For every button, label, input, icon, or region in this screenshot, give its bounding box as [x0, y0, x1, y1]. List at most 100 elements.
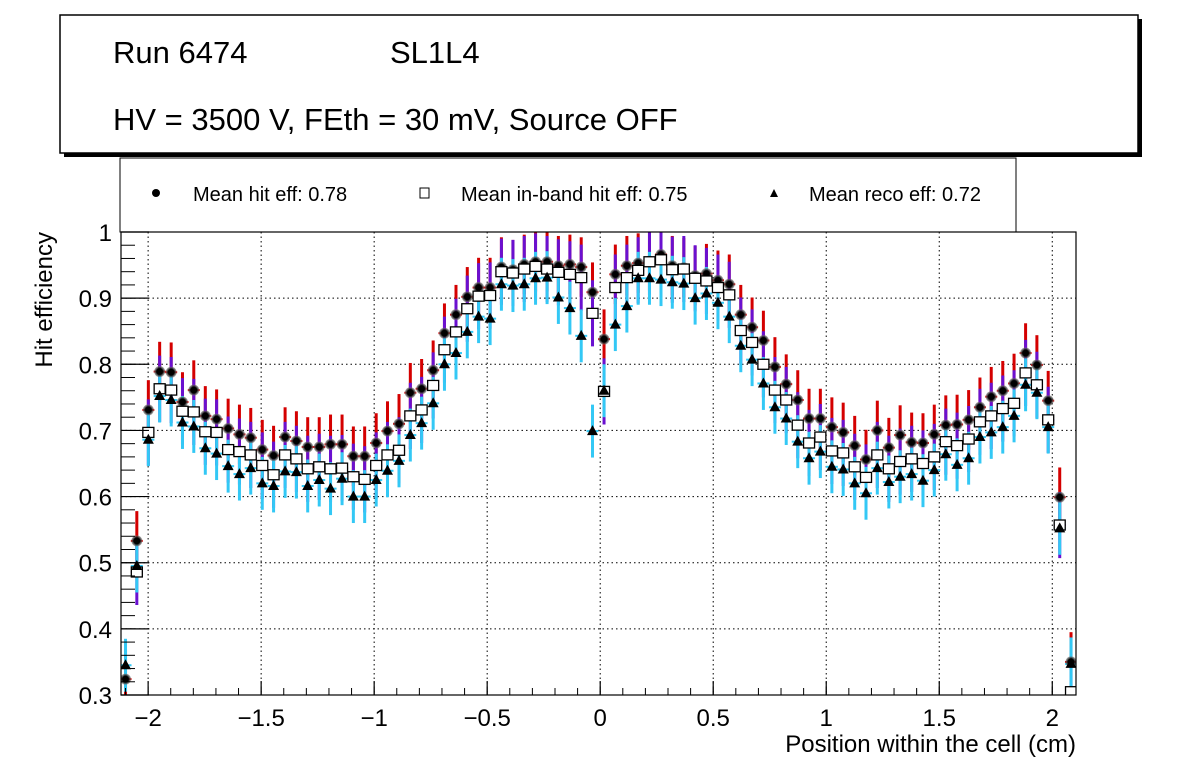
reco-eff-point [837, 463, 849, 474]
reco-eff-point [541, 271, 553, 282]
inband-eff-point [370, 459, 383, 472]
hit-eff-point [359, 450, 371, 462]
x-tick-label: 1.5 [923, 705, 956, 732]
inband-eff-point [290, 453, 303, 465]
inband-eff-point [780, 394, 793, 406]
hit-eff-point [290, 435, 302, 447]
reco-eff-point [621, 300, 633, 311]
inband-eff-point [814, 431, 827, 443]
reco-eff-point [769, 401, 781, 412]
inband-eff-point [165, 384, 178, 396]
inband-eff-point [415, 404, 428, 416]
inband-eff-point [176, 405, 189, 417]
hit-eff-point [256, 444, 268, 456]
inband-eff-point [654, 254, 668, 266]
reco-eff-point [757, 377, 769, 388]
hit-eff-point [940, 419, 952, 431]
reco-eff-point [256, 477, 268, 488]
reco-eff-point [678, 277, 690, 288]
layer-label: SL1L4 [390, 35, 480, 70]
hit-eff-point [917, 437, 929, 449]
hit-eff-point [1054, 491, 1066, 503]
inband-eff-point [859, 471, 873, 484]
inband-eff-point [791, 419, 804, 431]
inband-eff-point [734, 324, 747, 337]
x-tick-label: −0.5 [463, 705, 510, 732]
inband-eff-point [916, 457, 930, 470]
inband-eff-point [905, 453, 918, 465]
legend-label-reco-eff: Mean reco eff: 0.72 [809, 184, 981, 206]
inband-eff-point [438, 344, 451, 356]
reco-eff-point [1054, 522, 1066, 533]
inband-eff-point [973, 416, 987, 428]
hit-eff-point [997, 385, 1009, 397]
inband-eff-point [199, 426, 212, 438]
inband-eff-point [882, 463, 895, 475]
reco-eff-point [940, 448, 952, 459]
legend-label-inband-eff: Mean in-band hit eff: 0.75 [461, 184, 687, 206]
hit-eff-point [985, 391, 997, 403]
hit-eff-point [199, 410, 211, 422]
inband-eff-point [483, 289, 497, 302]
markers [121, 248, 1076, 695]
hit-eff-point [1008, 377, 1020, 389]
hit-eff-point [1031, 359, 1043, 371]
hit-eff-point [963, 414, 975, 426]
header-pave: Run 6474 SL1L4 HV = 3500 V, FEth = 30 mV… [59, 14, 1142, 157]
reco-eff-point [438, 358, 450, 369]
inband-eff-point [939, 436, 952, 448]
reco-eff-point [997, 421, 1009, 432]
inband-eff-point [313, 461, 326, 473]
y-tick-label: 0.4 [79, 617, 112, 644]
hit-eff-point [1020, 347, 1032, 359]
reco-eff-point [917, 474, 929, 485]
reco-eff-point [951, 458, 963, 469]
legend-box [119, 157, 1017, 233]
hit-eff-point [313, 441, 325, 453]
reco-eff-point [552, 291, 564, 302]
hit-eff-point [142, 404, 154, 416]
hit-eff-point [473, 282, 485, 294]
hit-eff-point [302, 441, 314, 453]
hit-eff-point [621, 260, 633, 272]
reco-eff-point [906, 468, 918, 479]
reco-eff-point [393, 454, 405, 465]
hit-eff-point [176, 396, 188, 408]
inband-eff-point [324, 463, 337, 475]
hit-eff-point [461, 291, 473, 303]
hit-eff-point [188, 384, 200, 396]
inband-eff-point [962, 433, 975, 445]
hit-eff-point [587, 286, 599, 298]
reco-eff-point [211, 447, 223, 458]
hit-eff-point [792, 394, 804, 406]
inband-eff-point [210, 426, 223, 439]
reco-eff-point [290, 466, 302, 477]
plot-frame [120, 231, 1077, 696]
reco-eff-point [643, 272, 655, 283]
hit-eff-point [245, 432, 257, 444]
inband-eff-point [871, 449, 884, 461]
hit-eff-point [609, 268, 621, 280]
legend-triangle-marker-icon [770, 189, 778, 197]
hit-eff-point [131, 535, 143, 547]
x-tick-label: −2 [134, 705, 161, 732]
hit-eff-point [416, 383, 428, 395]
reco-eff-point [609, 318, 621, 329]
reco-eff-point [450, 347, 462, 358]
reco-eff-point [121, 659, 132, 670]
inband-eff-point [586, 307, 599, 320]
legend-label-hit-eff: Mean hit eff: 0.78 [193, 184, 347, 206]
reco-eff-point [871, 462, 883, 473]
reco-eff-point [416, 417, 428, 428]
inband-eff-point [1019, 367, 1032, 379]
inband-eff-point [985, 410, 998, 422]
inband-eff-point [950, 439, 964, 452]
inband-eff-point [563, 268, 577, 280]
inband-eff-point [529, 260, 542, 273]
reco-eff-point [1020, 378, 1032, 389]
hit-eff-point [598, 333, 610, 345]
axes: −2 −1.5 −1 −0.5 0 0.5 1 1.5 2 0.3 0.4 0.5 0.6 0.7 0.8 0… [79, 220, 1059, 732]
inband-eff-point [711, 281, 725, 294]
inband-eff-point [506, 267, 520, 279]
hit-eff-point [222, 422, 234, 434]
